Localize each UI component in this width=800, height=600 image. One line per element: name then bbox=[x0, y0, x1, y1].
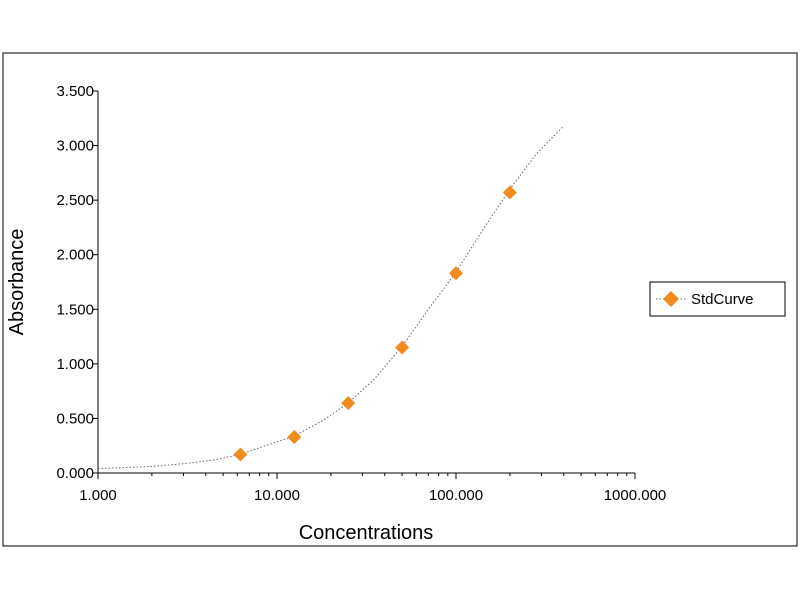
x-tick-label: 1.000 bbox=[79, 487, 117, 504]
data-point-diamond bbox=[502, 185, 517, 200]
y-tick-label: 3.000 bbox=[56, 138, 94, 155]
legend-diamond-marker bbox=[663, 291, 679, 307]
x-tick-label: 100.000 bbox=[429, 487, 483, 504]
y-tick-label: 1.000 bbox=[56, 356, 94, 373]
y-tick-label: 2.500 bbox=[56, 192, 94, 209]
y-tick-label: 0.000 bbox=[56, 465, 94, 482]
data-point-diamond bbox=[341, 396, 356, 411]
y-tick-label: 0.500 bbox=[56, 410, 94, 427]
legend: StdCurve bbox=[649, 281, 786, 317]
x-tick-label: 10.000 bbox=[254, 487, 300, 504]
data-point-diamond bbox=[449, 266, 463, 281]
y-ticks: 0.000 0.500 1.000 1.500 2.000 2.500 3.000 3.500 bbox=[56, 83, 98, 482]
y-tick-label: 2.000 bbox=[56, 247, 94, 264]
data-point-diamond bbox=[233, 447, 248, 462]
y-tick-label: 3.500 bbox=[56, 83, 94, 100]
data-point-diamond bbox=[287, 429, 302, 444]
legend-label: StdCurve bbox=[691, 291, 754, 308]
plot-area: 0.000 0.500 1.000 1.500 2.000 2.500 3.000 3.500… bbox=[56, 83, 666, 504]
x-ticks: 1.000 10.000 100.000 1000.000 bbox=[79, 473, 666, 504]
data-point-diamond bbox=[395, 340, 410, 355]
y-axis-title: Absorbance bbox=[6, 229, 28, 336]
markers bbox=[233, 185, 517, 462]
x-axis-title: Concentrations bbox=[299, 522, 434, 544]
y-tick-label: 1.500 bbox=[56, 301, 94, 318]
x-tick-label: 1000.000 bbox=[604, 487, 667, 504]
